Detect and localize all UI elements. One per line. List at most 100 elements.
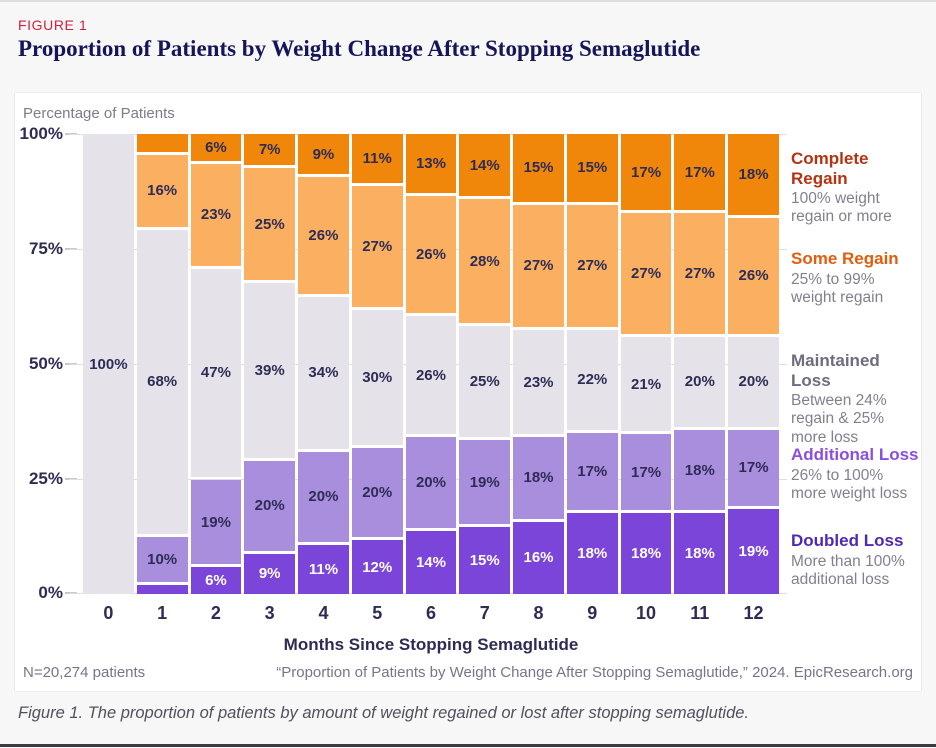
bar-value-label: 18% xyxy=(523,469,554,487)
bar-value-label: 14% xyxy=(469,156,500,174)
bar-column-month-2: 6% 23% 47% 19% 6% xyxy=(190,134,242,594)
bar-value-label: 19% xyxy=(469,473,500,491)
bar-segment-additional-loss: 20% xyxy=(405,437,457,528)
bar-value-label: 25% xyxy=(469,373,500,391)
bar-segment-doubled-loss: 15% xyxy=(459,527,511,594)
bar-column-month-9: 15% 27% 22% 17% 18% xyxy=(566,134,618,594)
bar-segment-additional-loss: 18% xyxy=(674,429,726,511)
bar-value-label: 20% xyxy=(684,373,715,391)
x-tick-label: 11 xyxy=(690,603,710,623)
bar-value-label: 20% xyxy=(738,373,769,391)
bar-segment-additional-loss: 17% xyxy=(728,429,779,506)
y-tick-row: 100% xyxy=(15,124,77,144)
bar-value-label: 17% xyxy=(577,462,608,480)
bar-segment-maintained-loss: 26% xyxy=(405,316,457,435)
bar-value-label: 15% xyxy=(577,159,608,177)
bar-value-label: 21% xyxy=(631,375,662,393)
bar-value-label: 15% xyxy=(469,552,500,570)
bar-segment-some-regain: 16% xyxy=(136,154,188,227)
bar-segment-complete-regain: 9% xyxy=(298,134,349,175)
bar-column-month-4: 9% 26% 34% 20% 11% xyxy=(298,134,349,594)
bar-value-label: 12% xyxy=(362,558,393,576)
bar-segment-maintained-loss: 39% xyxy=(244,283,296,459)
bar-segment-doubled-loss: 6% xyxy=(190,567,242,594)
bar-value-label: 11% xyxy=(308,560,339,578)
legend-description: Between 24% regain & 25% more loss xyxy=(791,392,887,446)
bar-segment-maintained-loss: 47% xyxy=(190,268,242,478)
bar-value-label: 18% xyxy=(577,544,608,562)
legend-title: Maintained Loss xyxy=(791,351,880,390)
y-axis-title: Percentage of Patients xyxy=(23,105,175,122)
legend-description: More than 100% additional loss xyxy=(791,552,905,588)
plot-area: 100% 16% 68% 10% 6% 23% 47% 19% 6% 7% 25% 39% 20% 9% 9… xyxy=(69,134,787,594)
legend-entry-some-regain: Some Regain 25% to 99% weight regain xyxy=(791,249,919,307)
bar-value-label: 26% xyxy=(308,227,339,245)
bar-value-label: 25% xyxy=(254,215,285,233)
x-tick-label: 10 xyxy=(636,603,657,623)
bar-segment-some-regain: 26% xyxy=(405,195,457,314)
bar-value-label: 18% xyxy=(684,545,715,563)
y-tick-row: 50% xyxy=(15,354,77,374)
bar-segment-doubled-loss: 18% xyxy=(620,513,672,594)
bar-value-label: 6% xyxy=(205,138,227,156)
bar-value-label: 18% xyxy=(684,461,715,479)
bar-segment-maintained-loss: 21% xyxy=(620,337,672,432)
bar-segment-maintained-loss: 23% xyxy=(513,330,564,435)
x-tick-label: 9 xyxy=(587,603,598,623)
bar-value-label: 26% xyxy=(415,366,446,384)
x-tick-label: 1 xyxy=(157,603,168,623)
bars: 100% 16% 68% 10% 6% 23% 47% 19% 6% 7% 25% 39% 20% 9% 9… xyxy=(83,134,779,594)
y-tick-label: 25% xyxy=(28,469,63,488)
bar-value-label: 23% xyxy=(523,373,554,391)
x-tick-label: 5 xyxy=(372,603,383,623)
bar-column-month-10: 17% 27% 21% 17% 18% xyxy=(620,134,672,594)
bar-segment-some-regain: 25% xyxy=(244,168,296,281)
bar-column-month-5: 11% 27% 30% 20% 12% xyxy=(351,134,403,594)
bar-value-label: 20% xyxy=(362,483,393,501)
y-tick-label: 0% xyxy=(38,583,63,602)
bar-value-label: 100% xyxy=(89,355,128,373)
bar-segment-complete-regain: 6% xyxy=(190,134,242,161)
bar-value-label: 14% xyxy=(415,553,446,571)
bar-segment-complete-regain: 17% xyxy=(620,134,672,211)
bar-value-label: 27% xyxy=(684,265,715,283)
sample-size-note: N=20,274 patients xyxy=(23,664,146,681)
bar-value-label: 11% xyxy=(362,150,392,168)
bar-segment-complete-regain xyxy=(136,134,188,152)
bar-segment-doubled-loss: 19% xyxy=(728,508,779,594)
bar-segment-maintained-loss: 68% xyxy=(136,229,188,535)
bar-value-label: 47% xyxy=(200,364,231,382)
bar-segment-maintained-loss: 100% xyxy=(83,134,134,594)
bar-segment-complete-regain: 18% xyxy=(728,134,779,215)
bar-segment-doubled-loss: 9% xyxy=(244,553,296,594)
x-tick-label: 2 xyxy=(210,603,221,623)
bar-value-label: 17% xyxy=(684,163,715,181)
x-tick-label: 8 xyxy=(533,603,544,623)
bar-value-label: 27% xyxy=(631,265,662,283)
bar-segment-complete-regain: 14% xyxy=(459,134,511,197)
bar-segment-some-regain: 23% xyxy=(190,163,242,266)
figure-caption: Figure 1. The proportion of patients by … xyxy=(18,704,750,722)
bar-value-label: 19% xyxy=(738,542,769,560)
bar-value-label: 18% xyxy=(738,165,769,183)
bar-column-month-0: 100% xyxy=(83,134,134,594)
bar-value-label: 26% xyxy=(415,246,446,264)
bar-segment-some-regain: 27% xyxy=(513,204,564,328)
bar-segment-complete-regain: 17% xyxy=(674,134,726,211)
bar-segment-doubled-loss: 12% xyxy=(351,540,403,594)
bar-segment-additional-loss: 10% xyxy=(136,537,188,583)
bar-segment-some-regain: 26% xyxy=(298,177,349,294)
bar-column-month-6: 13% 26% 26% 20% 14% xyxy=(405,134,457,594)
bar-value-label: 10% xyxy=(147,551,178,569)
bar-column-month-12: 18% 26% 20% 17% 19% xyxy=(728,134,779,594)
bottom-divider xyxy=(0,744,936,747)
bar-segment-maintained-loss: 30% xyxy=(351,310,403,445)
bar-column-month-1: 16% 68% 10% xyxy=(136,134,188,594)
bar-value-label: 28% xyxy=(469,252,500,270)
bar-segment-doubled-loss: 14% xyxy=(405,530,457,594)
bar-value-label: 6% xyxy=(205,572,227,590)
figure-label: FIGURE 1 xyxy=(18,17,88,33)
legend: Complete Regain 100% weight regain or mor… xyxy=(791,93,919,691)
chart-card: Percentage of Patients 100% 75% 50% 25% 0% 1… xyxy=(14,92,922,692)
bar-value-label: 27% xyxy=(577,257,608,275)
